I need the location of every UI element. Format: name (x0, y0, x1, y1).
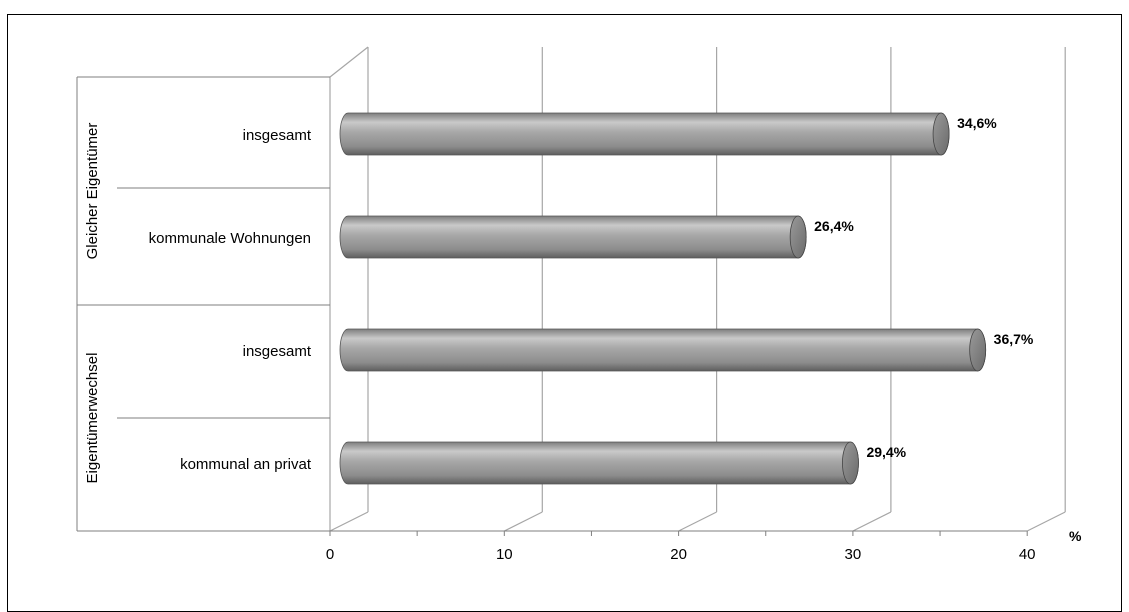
x-tick-label: 10 (496, 546, 513, 563)
gridline-floor (504, 511, 543, 532)
category-label: insgesamt (243, 127, 312, 144)
data-label: 36,7% (994, 331, 1034, 347)
bar-end-cap (969, 328, 987, 372)
gridline-floor (329, 511, 369, 532)
x-tick-label: 20 (670, 546, 687, 563)
bar (339, 112, 950, 156)
category-label: insgesamt (243, 343, 312, 360)
category-label: kommunal an privat (180, 456, 312, 473)
gridline-floor (1026, 511, 1066, 532)
bar (339, 215, 807, 259)
data-label: 26,4% (814, 218, 854, 234)
category-label: kommunale Wohnungen (149, 230, 311, 247)
x-tick-label: 0 (326, 546, 334, 563)
gridline-floor (678, 511, 717, 532)
x-axis-unit-label: % (1069, 528, 1082, 544)
bar-end-cap (932, 112, 950, 156)
chart-border (7, 14, 1122, 612)
bar (339, 328, 987, 372)
x-tick-label: 30 (845, 546, 862, 563)
data-label: 29,4% (866, 444, 906, 460)
group-label: Eigentümerwechsel (84, 353, 101, 484)
wall-top-edge (329, 46, 369, 78)
group-label: Gleicher Eigentümer (84, 123, 101, 260)
bar-end-cap (789, 215, 807, 259)
bar (339, 441, 859, 485)
gridline-floor (852, 511, 892, 532)
x-tick-label: 40 (1019, 546, 1036, 563)
bar-end-cap (842, 441, 859, 485)
data-label: 34,6% (957, 115, 997, 131)
